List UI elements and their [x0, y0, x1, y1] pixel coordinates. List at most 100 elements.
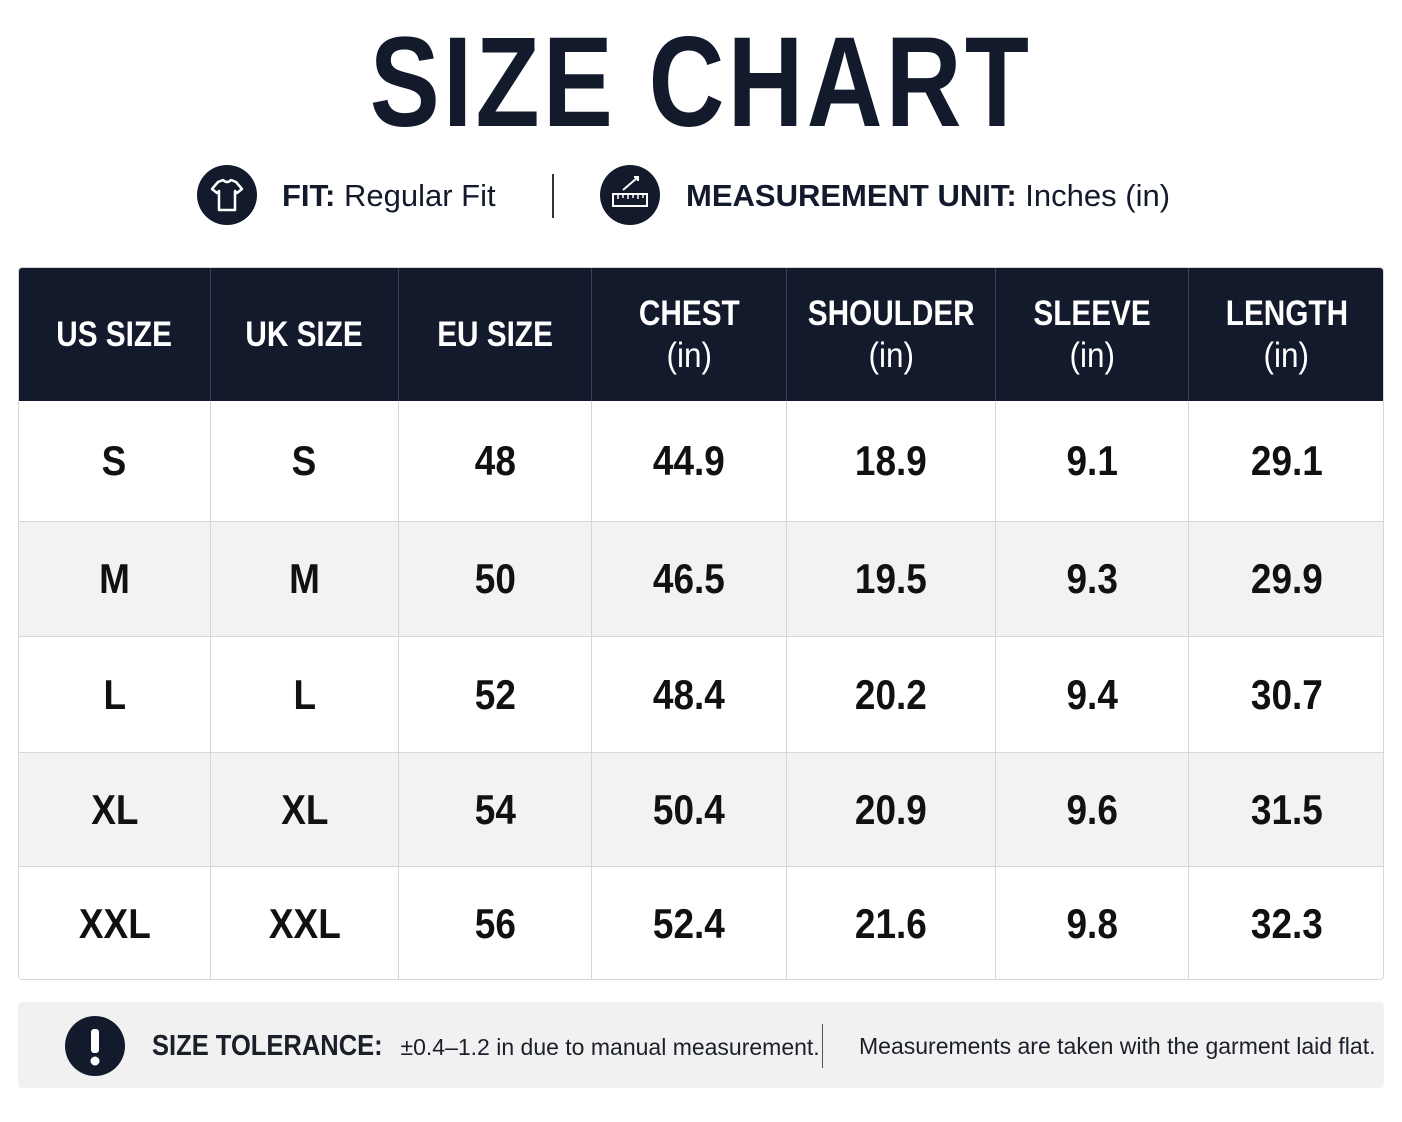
header-unit: (in): [666, 335, 712, 375]
cell-text: 48: [474, 437, 516, 484]
header-cell: CHEST (in): [592, 268, 787, 401]
table-cell: 50: [399, 522, 592, 637]
cell-text: 29.9: [1250, 555, 1323, 602]
tolerance-text: ±0.4–1.2 in due to manual measurement.: [400, 1034, 820, 1060]
cell-text: 29.1: [1250, 437, 1323, 484]
header-cell: SHOULDER (in): [787, 268, 996, 401]
fit: FIT: Regular Fit: [282, 174, 496, 218]
cell-text: 18.9: [855, 437, 927, 484]
title-text: SIZE CHART: [369, 11, 1033, 154]
table-cell: 29.1: [1189, 401, 1383, 522]
table-cell: 46.5: [592, 522, 787, 637]
cell-text: 56: [474, 899, 516, 947]
cell-text: 19.5: [855, 555, 927, 602]
cell-text: XXL: [268, 899, 341, 947]
cell-text: 9.8: [1066, 899, 1118, 947]
cell-text: M: [99, 555, 130, 602]
cell-text: S: [292, 437, 317, 484]
table-cell: 9.6: [996, 753, 1189, 867]
cell-text: 20.2: [855, 670, 927, 718]
fit-label: FIT:: [282, 178, 336, 213]
table-cell: 19.5: [787, 522, 996, 637]
table-cell: 50.4: [592, 753, 787, 867]
table-cell: XXL: [211, 867, 399, 979]
cell-text: 44.9: [653, 437, 725, 484]
table-cell: 54: [399, 753, 592, 867]
table-cell: XL: [211, 753, 399, 867]
tolerance: SIZE TOLERANCE: ±0.4–1.2 in due to manua…: [152, 1024, 820, 1069]
unit-value: Inches (in): [1025, 178, 1171, 213]
cell-text: 54: [474, 785, 516, 833]
ruler-icon: [600, 165, 660, 225]
table-cell: 20.9: [787, 753, 996, 867]
tolerance-label: SIZE TOLERANCE:: [152, 1030, 383, 1062]
header-name: SLEEVE: [1033, 293, 1151, 333]
cell-text: 46.5: [653, 555, 725, 602]
table-cell: M: [19, 522, 211, 637]
table-cell: 21.6: [787, 867, 996, 979]
cell-text: 31.5: [1250, 785, 1323, 833]
warning-icon: [65, 1016, 125, 1076]
table-cell: 32.3: [1189, 867, 1383, 979]
cell-text: L: [293, 670, 316, 718]
cell-text: 52: [474, 670, 516, 718]
cell-text: 9.1: [1066, 437, 1118, 484]
header-cell: LENGTH (in): [1189, 268, 1383, 401]
cell-text: XL: [90, 785, 139, 833]
cell-text: XL: [280, 785, 329, 833]
header-cell: SLEEVE (in): [996, 268, 1189, 401]
table-cell: M: [211, 522, 399, 637]
table-cell: 48.4: [592, 637, 787, 753]
header-name: EU SIZE: [437, 314, 553, 354]
table-cell: 9.8: [996, 867, 1189, 979]
header-name: UK SIZE: [245, 314, 364, 354]
size-table: US SIZE UK SIZE EU SIZE CHEST (in) SHOULDER (i…: [18, 267, 1384, 980]
table-cell: 18.9: [787, 401, 996, 522]
table-cell: 52.4: [592, 867, 787, 979]
table-cell: L: [19, 637, 211, 753]
table-cell: XXL: [19, 867, 211, 979]
fit-value: Regular Fit: [344, 178, 496, 213]
table-cell: XL: [19, 753, 211, 867]
cell-text: 48.4: [653, 670, 725, 718]
footer-divider: [822, 1024, 823, 1068]
divider: [552, 174, 554, 218]
cell-text: L: [103, 670, 126, 718]
cell-text: 9.3: [1066, 555, 1118, 602]
header-name: CHEST: [638, 293, 740, 333]
footer: [18, 1002, 1384, 1088]
table-cell: 29.9: [1189, 522, 1383, 637]
cell-text: XXL: [78, 899, 151, 947]
table-cell: S: [19, 401, 211, 522]
cell-text: 9.6: [1066, 785, 1118, 833]
table-cell: S: [211, 401, 399, 522]
cell-text: 20.9: [855, 785, 927, 833]
cell-text: 9.4: [1066, 670, 1118, 718]
cell-text: M: [289, 555, 320, 602]
unit: MEASUREMENT UNIT: Inches (in): [686, 174, 1170, 218]
header-name: LENGTH: [1225, 293, 1348, 333]
table-cell: 48: [399, 401, 592, 522]
cell-text: 32.3: [1250, 899, 1323, 947]
table-cell: 9.1: [996, 401, 1189, 522]
header-cell: US SIZE: [19, 268, 211, 401]
header-unit: (in): [1069, 335, 1115, 375]
table-cell: 9.3: [996, 522, 1189, 637]
header-cell: UK SIZE: [211, 268, 399, 401]
unit-label: MEASUREMENT UNIT:: [686, 178, 1017, 213]
table-cell: 31.5: [1189, 753, 1383, 867]
table-cell: 30.7: [1189, 637, 1383, 753]
note: Measurements are taken with the garment …: [859, 1033, 1376, 1059]
table-cell: 56: [399, 867, 592, 979]
fit-icon: [197, 165, 257, 225]
cell-text: 50.4: [653, 785, 725, 833]
header-name: SHOULDER: [807, 293, 975, 333]
cell-text: S: [102, 437, 127, 484]
table-cell: L: [211, 637, 399, 753]
header-unit: (in): [868, 335, 914, 375]
table-cell: 9.4: [996, 637, 1189, 753]
header-unit: (in): [1263, 335, 1310, 375]
table-cell: 20.2: [787, 637, 996, 753]
table-cell: 52: [399, 637, 592, 753]
